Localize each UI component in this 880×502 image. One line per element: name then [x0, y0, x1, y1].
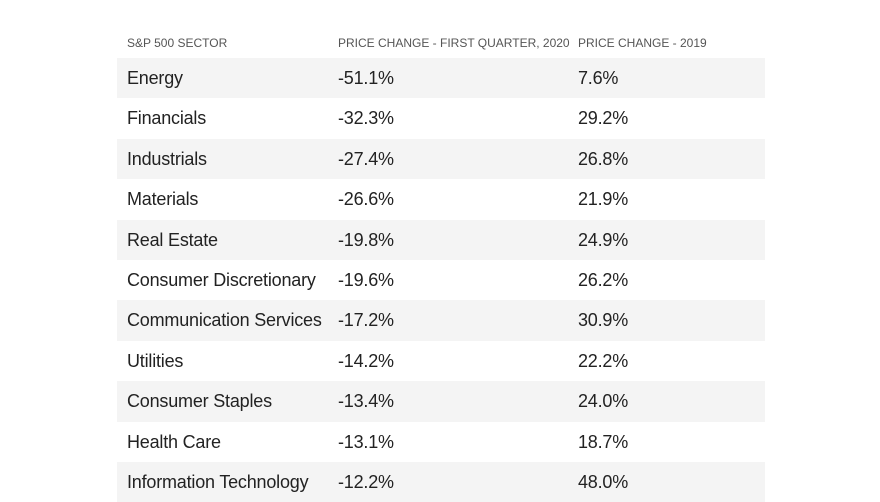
- table-row: Consumer Staples -13.4% 24.0%: [117, 381, 765, 422]
- table-row: Information Technology -12.2% 48.0%: [117, 461, 765, 502]
- table-cell: -14.2%: [338, 350, 394, 371]
- table-cell: -27.4%: [338, 148, 394, 169]
- table-cell: 21.9%: [578, 189, 629, 210]
- table-cell: 18.7%: [578, 431, 629, 452]
- table-cell: -26.6%: [338, 189, 394, 210]
- header-row: S&P 500 SECTOR PRICE CHANGE - FIRST QUART…: [117, 28, 765, 58]
- table-cell: -32.3%: [338, 108, 394, 129]
- table-cell: -17.2%: [338, 310, 394, 331]
- table-cell: Utilities: [127, 350, 184, 371]
- table-cell: 30.9%: [578, 310, 629, 331]
- table-cell: -19.8%: [338, 229, 394, 250]
- table-cell: Financials: [127, 108, 207, 129]
- table-cell: Consumer Discretionary: [127, 269, 316, 290]
- table-row: Financials -32.3% 29.2%: [117, 98, 765, 138]
- table-row: Industrials -27.4% 26.8%: [117, 138, 765, 180]
- table-cell: -13.4%: [338, 391, 394, 412]
- table-row: Real Estate -19.8% 24.9%: [117, 219, 765, 260]
- table-cell: Energy: [127, 68, 183, 88]
- table-row: Consumer Discretionary -19.6% 26.2%: [117, 260, 765, 300]
- table-cell: Industrials: [127, 148, 207, 169]
- table-cell: Health Care: [127, 431, 221, 452]
- table-row: Communication Services -17.2% 30.9%: [117, 300, 765, 341]
- table-cell: 24.9%: [578, 229, 629, 250]
- table-cell: -51.1%: [338, 68, 394, 88]
- table-row: Materials -26.6% 21.9%: [117, 179, 765, 219]
- table-cell: Information Technology: [127, 471, 309, 492]
- table-row: Utilities -14.2% 22.2%: [117, 341, 765, 381]
- table-cell: 29.2%: [578, 108, 629, 129]
- table-row: Energy -51.1% 7.6%: [117, 58, 765, 99]
- header-cell: S&P 500 SECTOR: [127, 36, 228, 50]
- table-cell: Real Estate: [127, 229, 218, 250]
- table-cell: Communication Services: [127, 310, 322, 331]
- table-cell: -19.6%: [338, 269, 394, 290]
- header-cell: PRICE CHANGE - 2019: [578, 36, 707, 50]
- header-cell: PRICE CHANGE - FIRST QUARTER, 2020: [338, 36, 570, 50]
- table-cell: 24.0%: [578, 391, 629, 412]
- table-cell: 7.6%: [578, 68, 619, 88]
- sector-table: S&P 500 SECTOR PRICE CHANGE - FIRST QUART…: [117, 28, 765, 502]
- table-cell: Consumer Staples: [127, 391, 272, 412]
- table-cell: Materials: [127, 189, 199, 210]
- table-row: Health Care -13.1% 18.7%: [117, 422, 765, 462]
- table-cell: 48.0%: [578, 471, 629, 492]
- table-cell: 22.2%: [578, 350, 629, 371]
- table-cell: 26.2%: [578, 269, 629, 290]
- table-cell: -13.1%: [338, 431, 394, 452]
- table-cell: 26.8%: [578, 148, 629, 169]
- table-cell: -12.2%: [338, 471, 394, 492]
